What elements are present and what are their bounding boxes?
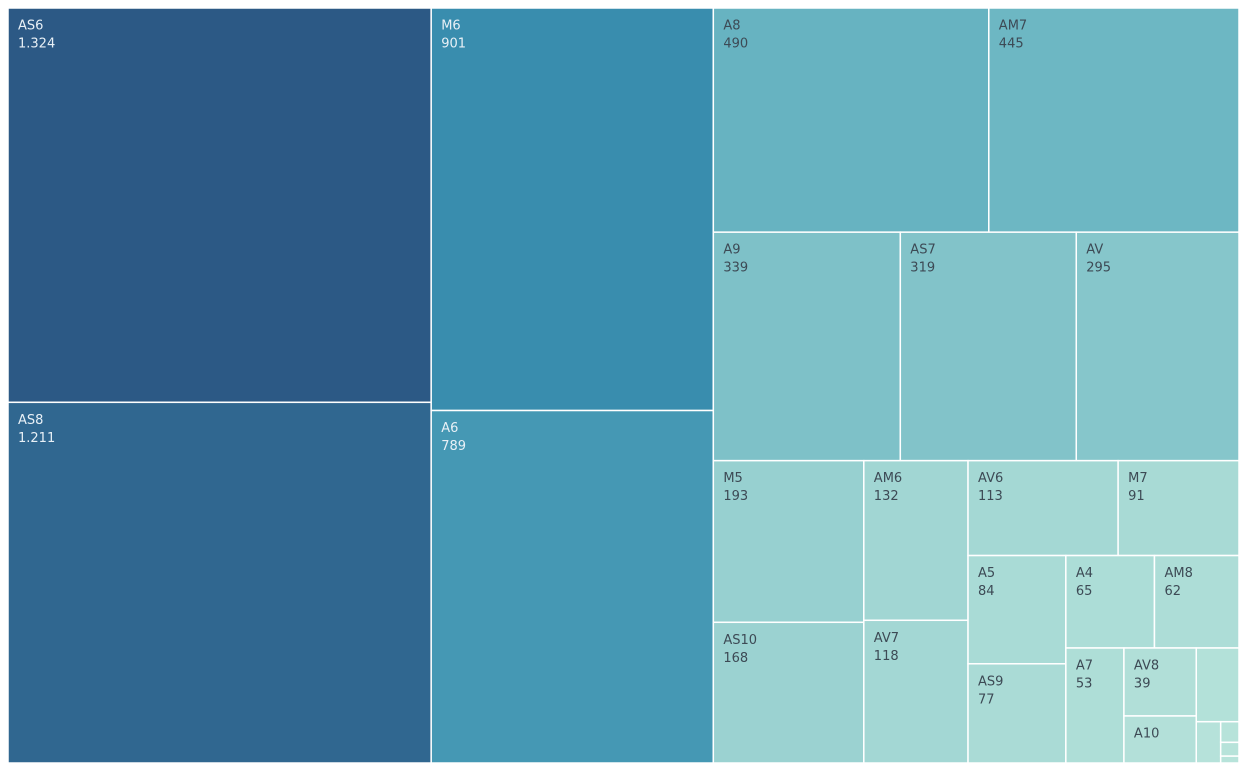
tile-label: AM6	[874, 471, 902, 486]
tile	[712, 621, 865, 763]
tile-value: 53	[1076, 676, 1093, 691]
tile	[863, 459, 969, 622]
tile-value: 65	[1076, 584, 1093, 599]
tile-value: 84	[978, 584, 995, 599]
tile-label: A4	[1076, 566, 1093, 581]
tile-value: 295	[1086, 261, 1111, 276]
tile-value: 1.211	[18, 431, 55, 446]
tile-label: A5	[978, 566, 995, 581]
tile	[1153, 554, 1239, 649]
tile	[967, 663, 1067, 763]
tile-label: A9	[723, 243, 740, 258]
tile-label: AS9	[978, 674, 1003, 689]
tile-label: AV6	[978, 471, 1003, 486]
tile-value: 39	[1134, 676, 1151, 691]
tile	[1065, 554, 1156, 649]
tile	[1075, 231, 1239, 462]
tile	[967, 459, 1119, 557]
tile-value: 339	[723, 261, 748, 276]
tile	[7, 7, 432, 404]
tile-value: 132	[874, 489, 899, 504]
tile	[967, 554, 1067, 665]
tile-value: 91	[1128, 489, 1145, 504]
tile-value: 168	[723, 651, 748, 666]
tile-label: A8	[723, 19, 740, 34]
tile-label: AV8	[1134, 658, 1159, 673]
tile	[988, 7, 1239, 233]
tile-value: 113	[978, 489, 1003, 504]
tile-label: AM8	[1164, 566, 1192, 581]
tile-label: A7	[1076, 658, 1093, 673]
tile-label: AS10	[723, 633, 757, 648]
tile	[1065, 647, 1125, 763]
tile	[1219, 755, 1239, 763]
tile-value: 319	[910, 261, 935, 276]
tile	[712, 459, 865, 624]
tile-value: 1.324	[18, 37, 55, 52]
tile-label: AS8	[18, 413, 43, 428]
tile-label: AS6	[18, 19, 43, 34]
tile-value: 901	[441, 37, 466, 52]
tile-label: M7	[1128, 471, 1148, 486]
tile	[712, 7, 990, 233]
tile	[430, 409, 715, 763]
tile	[1219, 720, 1239, 744]
tile-label: M6	[441, 19, 461, 34]
tile-value: 445	[999, 37, 1024, 52]
tile-label: AV7	[874, 631, 899, 646]
tile-label: AV	[1086, 243, 1103, 258]
tile-value: 118	[874, 649, 899, 664]
tile-value: 77	[978, 692, 995, 707]
tile-label: A6	[441, 421, 458, 436]
tile-label: A10	[1134, 726, 1159, 741]
tile	[1195, 720, 1222, 763]
tile-value: 62	[1164, 584, 1181, 599]
tile-label: AM7	[999, 19, 1027, 34]
tile	[7, 401, 432, 763]
tile-label: M5	[723, 471, 743, 486]
tile	[1219, 741, 1239, 757]
tile-label: AS7	[910, 243, 935, 258]
tile	[1117, 459, 1239, 557]
tile	[899, 231, 1078, 462]
tile-value: 789	[441, 439, 466, 454]
tile	[712, 231, 902, 462]
tile-value: 193	[723, 489, 748, 504]
tile	[1195, 647, 1239, 723]
tile-value: 490	[723, 37, 748, 52]
tile	[430, 7, 715, 412]
